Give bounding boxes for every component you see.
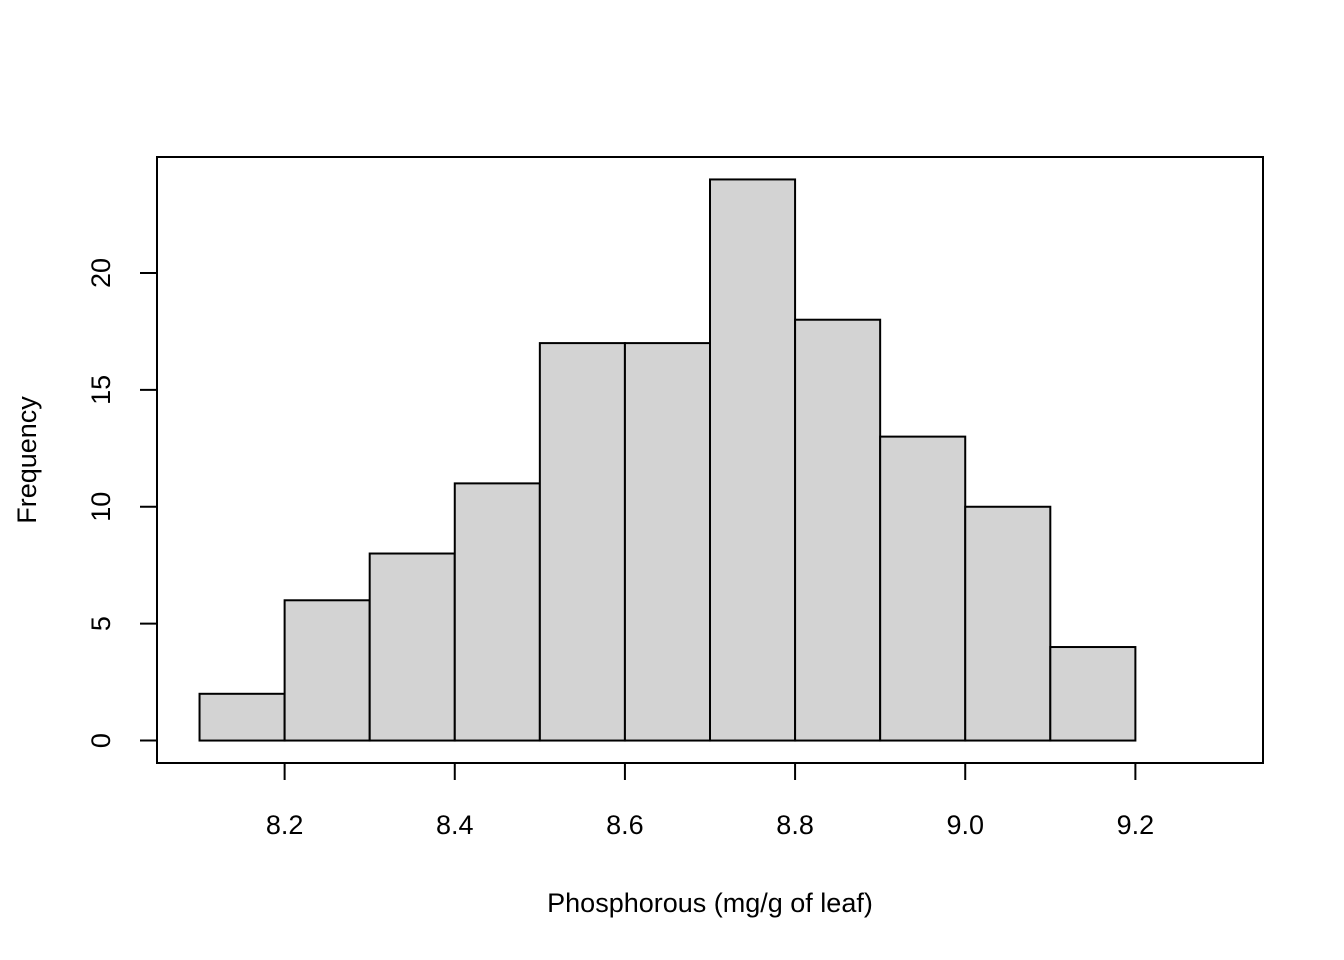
histogram-bar [1049,646,1137,742]
x-tick-label: 8.2 [266,810,304,840]
y-tick-label: 5 [86,616,116,631]
histogram-bar [964,505,1052,742]
x-tick-label: 8.8 [776,810,814,840]
y-tick-label: 15 [86,375,116,405]
histogram-bar [623,342,712,742]
x-axis: 8.2 8.4 8.6 8.8 9.0 9.2 [266,762,1155,840]
histogram-bar [283,599,371,742]
x-tick-label: 8.6 [606,810,644,840]
y-axis-label: Frequency [12,396,42,524]
y-tick-label: 20 [86,258,116,288]
histogram-bar [879,435,967,742]
x-tick-label: 9.0 [946,810,984,840]
y-tick-label: 10 [86,492,116,522]
plot-frame [156,156,1264,764]
histogram-bar [453,482,541,742]
y-axis: 0 5 10 15 20 [86,258,158,748]
histogram-bar [368,552,456,742]
x-tick-label: 9.2 [1117,810,1155,840]
histogram-bar [198,692,286,742]
x-axis-label: Phosphorous (mg/g of leaf) [547,888,873,918]
histogram-bar [538,342,626,742]
x-tick-label: 8.4 [436,810,474,840]
histogram-bars [198,178,1137,742]
histogram-bar [794,318,882,742]
histogram-bar [709,178,797,742]
y-tick-label: 0 [86,733,116,748]
